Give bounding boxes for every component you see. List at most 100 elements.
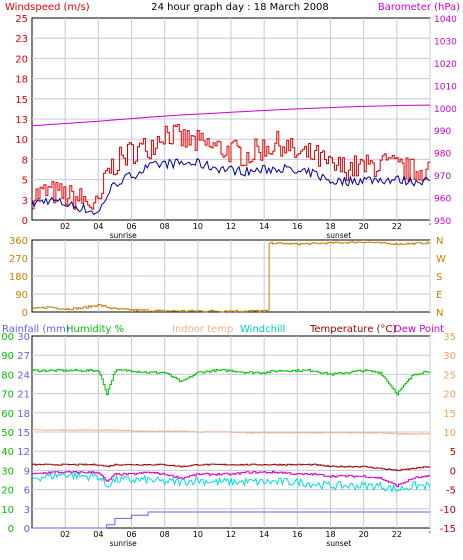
indoortemp-line xyxy=(32,429,431,435)
temp-xtick-22: 22 xyxy=(392,530,402,539)
rain-ytick-24: 24 xyxy=(17,370,30,381)
baro-ytick-1030: 1030 xyxy=(434,37,457,47)
wind-ytick-10: 10 xyxy=(15,135,28,146)
rainfall-axis-label: Rainfall (mm) xyxy=(2,324,70,335)
wind-xtick-16: 16 xyxy=(292,222,302,231)
humidity-ytick-10: 10 xyxy=(1,505,14,516)
dir-ytick-180: 180 xyxy=(9,272,28,283)
wind-ytick-3: 3 xyxy=(22,196,28,207)
rain-ytick-9: 9 xyxy=(24,466,30,477)
wind-ytick-20: 20 xyxy=(15,54,28,65)
rain-ytick-0: 0 xyxy=(24,524,30,535)
barometer-axis-label: Barometer (hPa) xyxy=(378,2,460,13)
dir-compass-3: E xyxy=(436,290,442,301)
rain-ytick-30: 30 xyxy=(17,332,30,343)
baro-ytick-970: 970 xyxy=(434,172,451,182)
temperature-line xyxy=(32,463,431,472)
temp-ytick-5: 5 xyxy=(450,447,456,458)
wind-ytick-8: 8 xyxy=(22,155,28,166)
wind-xtick-22: 22 xyxy=(392,222,402,231)
baro-ytick-1010: 1010 xyxy=(434,82,457,92)
temp-ytick-10: 10 xyxy=(443,428,456,439)
rain-ytick-15: 15 xyxy=(17,428,30,439)
wind-xtick-12: 12 xyxy=(226,222,236,231)
temp-ytick-30: 30 xyxy=(443,351,456,362)
dir-ytick-0: 0 xyxy=(22,308,28,319)
rain-ytick-6: 6 xyxy=(24,486,30,497)
baro-ytick-1000: 1000 xyxy=(434,105,457,115)
dir-ytick-270: 270 xyxy=(9,254,28,265)
sunset-label-top: sunset xyxy=(326,231,351,240)
humidity-ytick-30: 30 xyxy=(1,466,14,477)
sunrise-label-bottom: sunrise xyxy=(110,539,137,548)
windchill-label: Windchill xyxy=(240,324,285,335)
dewpoint-line xyxy=(32,470,430,488)
temp-xtick-12: 12 xyxy=(226,530,236,539)
temp-xtick-08: 08 xyxy=(160,530,170,539)
humidity-ytick-40: 40 xyxy=(1,447,14,458)
wind-xtick-14: 14 xyxy=(259,222,269,231)
humidity-ytick-0: 0 xyxy=(8,524,14,535)
temp-ytick-20: 20 xyxy=(443,390,456,401)
temp-xtick-18: 18 xyxy=(325,530,335,539)
wind-xtick-20: 20 xyxy=(359,222,369,231)
rain-ytick-21: 21 xyxy=(17,390,30,401)
wind-xtick-18: 18 xyxy=(325,222,335,231)
wind-ytick-15: 15 xyxy=(15,95,28,106)
wind-ytick-0: 0 xyxy=(22,216,28,227)
wind-ytick-5: 5 xyxy=(22,176,28,187)
wind-ytick-25: 25 xyxy=(15,14,28,25)
temp-ytick--15: -15 xyxy=(440,524,456,535)
windspeed-axis-label: Windspeed (m/s) xyxy=(5,2,90,13)
baro-ytick-1020: 1020 xyxy=(434,60,457,70)
indoor-temp-label: Indoor temp xyxy=(172,324,233,335)
rain-ytick-27: 27 xyxy=(17,351,30,362)
windgust-line xyxy=(32,124,431,210)
chart-title: 24 hour graph day : 18 March 2008 xyxy=(151,2,329,13)
dir-compass-1: W xyxy=(436,254,446,265)
dewpoint-label: Dew Point xyxy=(394,324,444,335)
temp-xtick-04: 04 xyxy=(93,530,103,539)
dir-compass-0: N xyxy=(436,236,443,247)
temp-ytick--10: -10 xyxy=(440,505,456,516)
temp-ytick--5: -5 xyxy=(446,486,456,497)
dir-compass-2: S xyxy=(436,272,442,283)
baro-ytick-950: 950 xyxy=(434,217,451,227)
temp-xtick-06: 06 xyxy=(126,530,136,539)
baro-ytick-960: 960 xyxy=(434,195,451,205)
humidity-ytick-90: 90 xyxy=(1,351,14,362)
rain-ytick-12: 12 xyxy=(17,447,30,458)
temp-xtick-14: 14 xyxy=(259,530,269,539)
rain-ytick-3: 3 xyxy=(24,505,30,516)
baro-ytick-1040: 1040 xyxy=(434,15,457,25)
windchill-line xyxy=(31,470,431,493)
wind-ytick-23: 23 xyxy=(15,34,28,45)
dir-compass-4: N xyxy=(436,308,443,319)
baro-ytick-980: 980 xyxy=(434,150,451,160)
humidity-ytick-80: 80 xyxy=(1,370,14,381)
humidity-ytick-70: 70 xyxy=(1,390,14,401)
humidity-ytick-60: 60 xyxy=(1,409,14,420)
rain-ytick-18: 18 xyxy=(17,409,30,420)
humidity-ytick-50: 50 xyxy=(1,428,14,439)
wind-xtick-10: 10 xyxy=(193,222,203,231)
humidity-ytick-100: 100 xyxy=(0,332,14,343)
dir-ytick-360: 360 xyxy=(9,236,28,247)
wind-xtick-02: 02 xyxy=(60,222,70,231)
sunset-label-bottom: sunset xyxy=(326,539,351,548)
humidity-line xyxy=(32,368,431,396)
wind-ytick-13: 13 xyxy=(15,115,28,126)
temp-ytick-15: 15 xyxy=(443,409,456,420)
temp-ytick-35: 35 xyxy=(443,332,456,343)
windspeed-line xyxy=(31,157,431,216)
wind-xtick-06: 06 xyxy=(126,222,136,231)
temp-ytick-25: 25 xyxy=(443,370,456,381)
wind-ytick-18: 18 xyxy=(15,75,28,86)
temp-xtick-': ' xyxy=(429,530,431,539)
temp-xtick-20: 20 xyxy=(359,530,369,539)
temp-xtick-10: 10 xyxy=(193,530,203,539)
sunrise-label-top: sunrise xyxy=(110,231,137,240)
winddirection-line xyxy=(32,241,431,313)
barometer-line xyxy=(31,104,431,127)
